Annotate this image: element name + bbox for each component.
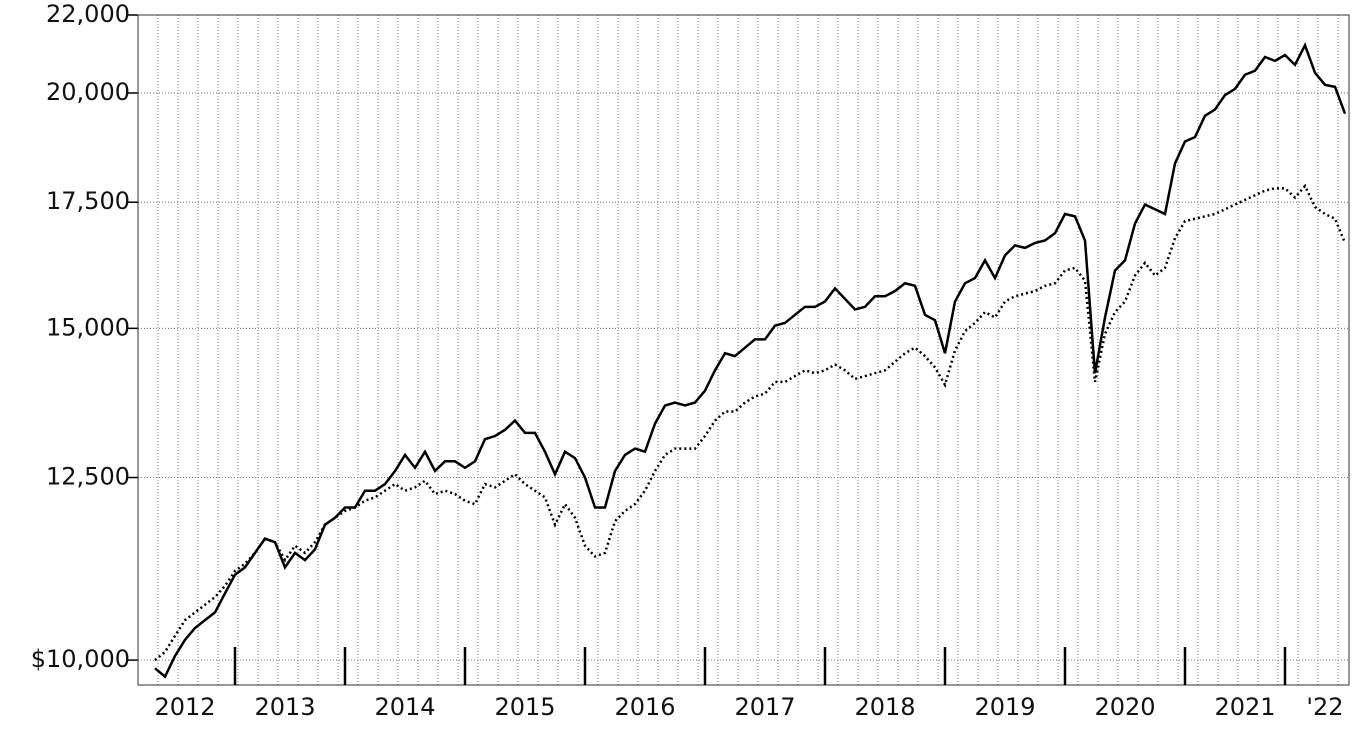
series-line xyxy=(154,183,1347,662)
x-tick-label: '22 xyxy=(1306,693,1343,721)
y-tick-label: $10,000 xyxy=(31,645,130,673)
x-tick-label: 2018 xyxy=(854,693,915,721)
x-tick-label: 2021 xyxy=(1214,693,1275,721)
x-tick-label: 2017 xyxy=(734,693,795,721)
y-tick-label: 20,000 xyxy=(46,78,130,106)
series-line xyxy=(154,42,1347,679)
x-tick-label: 2014 xyxy=(374,693,435,721)
y-tick-label: 15,000 xyxy=(46,313,130,341)
x-tick-label: 2016 xyxy=(614,693,675,721)
x-tick-label: 2015 xyxy=(494,693,555,721)
y-tick-label: 12,500 xyxy=(46,463,130,491)
y-tick-label: 22,000 xyxy=(46,0,130,28)
plot-frame xyxy=(137,14,1350,686)
x-tick-label: 2012 xyxy=(154,693,215,721)
x-tick-label: 2020 xyxy=(1094,693,1155,721)
x-tick-label: 2019 xyxy=(974,693,1035,721)
x-tick-label: 2013 xyxy=(254,693,315,721)
y-tick-label: 17,500 xyxy=(46,187,130,215)
